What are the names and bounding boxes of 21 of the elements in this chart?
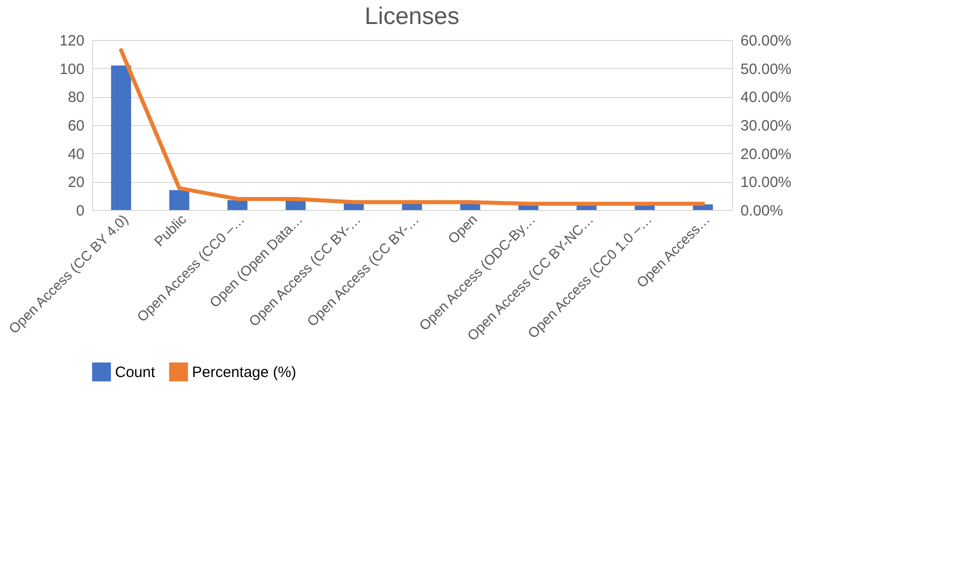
y-tick-label: 60	[68, 118, 84, 134]
y2-tick-label: 20.00%	[740, 146, 792, 163]
y2-tick-label: 50.00%	[740, 60, 792, 78]
line-series	[119, 48, 705, 206]
y2-tick-label: 30.00%	[740, 118, 792, 134]
y-tick-label: 100	[59, 60, 84, 78]
y2-tick-label: 60.00%	[740, 32, 792, 50]
y-tick-label: 0	[76, 202, 84, 220]
y2-tick-label: 40.00%	[740, 89, 792, 106]
y-tick-label: 80	[68, 89, 84, 106]
y-tick-label: 120	[59, 32, 84, 50]
legend-label: Percentage (%)	[192, 364, 296, 381]
bar	[169, 190, 190, 210]
bar	[111, 66, 132, 210]
y-tick-label: 20	[68, 174, 84, 192]
legend-label: Count	[115, 364, 156, 381]
bar	[227, 200, 248, 210]
y2-tick-label: 0.00%	[740, 202, 784, 220]
y2-tick-label: 10.00%	[740, 174, 792, 192]
chart-title: Licenses	[364, 3, 460, 30]
y-tick-label: 40	[68, 146, 84, 163]
